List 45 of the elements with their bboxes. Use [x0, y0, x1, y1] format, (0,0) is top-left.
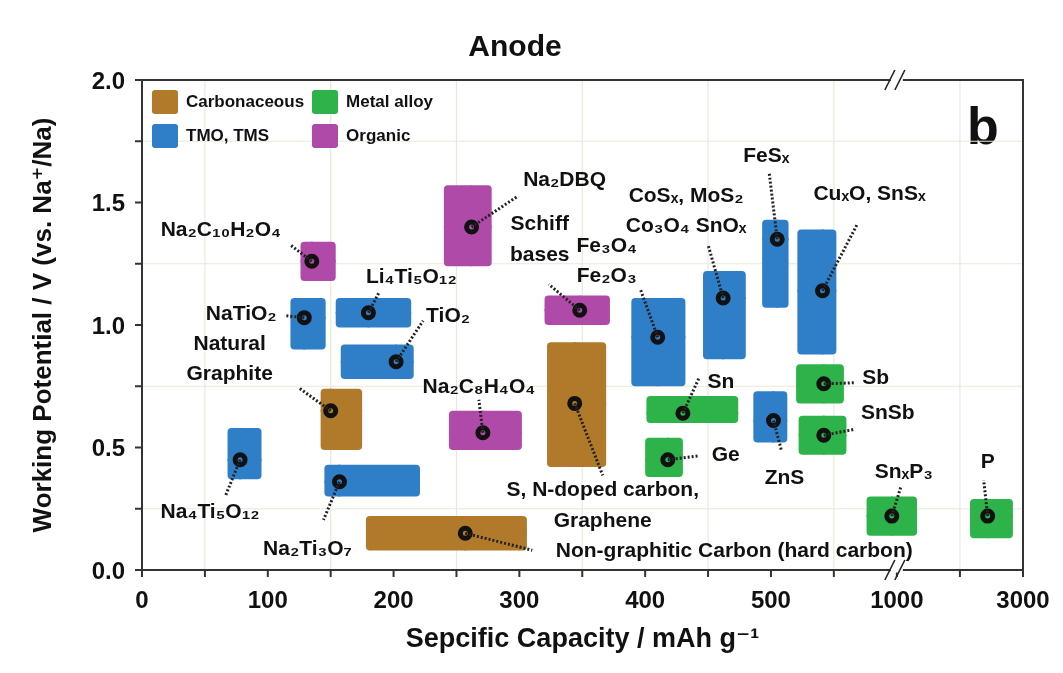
annotation: Na₂Ti₃O₇ [263, 535, 352, 559]
annotation: ZnS [764, 464, 805, 488]
x-tick-label: 100 [247, 586, 288, 614]
annotation: Na₂C₈H₄O₄ [422, 373, 536, 397]
x-axis-title: Sepcific Capacity / mAh g⁻¹ [405, 623, 760, 653]
legend-label: Organic [346, 126, 411, 146]
x-tick-label: 1000 [870, 586, 924, 614]
annotation: Sb [862, 364, 890, 388]
legend-label: Carbonaceous [186, 92, 305, 112]
annotation: Sn [707, 368, 735, 392]
annotation: b [967, 97, 999, 155]
y-tick-label: 1.5 [91, 189, 125, 217]
x-tick-label: 3000 [996, 586, 1050, 614]
point [388, 354, 404, 370]
x-tick-label: 500 [750, 586, 791, 614]
point [323, 403, 339, 419]
annotation: NaTiO₂ [205, 300, 277, 324]
y-tick-label: 2.0 [91, 66, 125, 94]
annotation: SnSb [860, 399, 915, 423]
annotation: CuₓO, SnSₓ [813, 180, 926, 204]
annotation: Na₄Ti₅O₁₂ [160, 498, 260, 522]
annotation: P [980, 448, 995, 472]
x-tick-label: 300 [499, 586, 540, 614]
chart-title: Anode [468, 28, 562, 62]
annotation: Natural Graphite [186, 330, 273, 384]
x-tick-label: 200 [373, 586, 414, 614]
annotation: SnₓP₃ [874, 458, 933, 482]
annotation: Ge [711, 441, 740, 465]
y-axis-title: Working Potential / V (vs. Na⁺/Na) [27, 117, 57, 533]
x-tick-label: 0 [135, 586, 149, 614]
annotation: S, N-doped carbon, Graphene [506, 476, 699, 531]
annotation: Na₂C₁₀H₂O₄ [160, 216, 281, 240]
y-tick-label: 0.5 [91, 434, 125, 462]
annotation: Schiff bases [509, 210, 570, 265]
legend-label: Metal alloy [346, 92, 434, 112]
annotation: TiO₂ [426, 302, 471, 326]
y-tick-label: 1.0 [91, 311, 125, 339]
x-tick-label: 400 [625, 586, 666, 614]
annotation: Li₄Ti₅O₁₂ [365, 263, 457, 287]
annotation: FeSₓ [743, 142, 790, 166]
y-tick-label: 0.0 [91, 556, 125, 584]
legend-label: TMO, TMS [186, 126, 270, 146]
annotation: Non-graphitic Carbon (hard carbon) [555, 537, 913, 561]
annotation: Na₂DBQ [523, 166, 606, 190]
point [360, 305, 376, 321]
